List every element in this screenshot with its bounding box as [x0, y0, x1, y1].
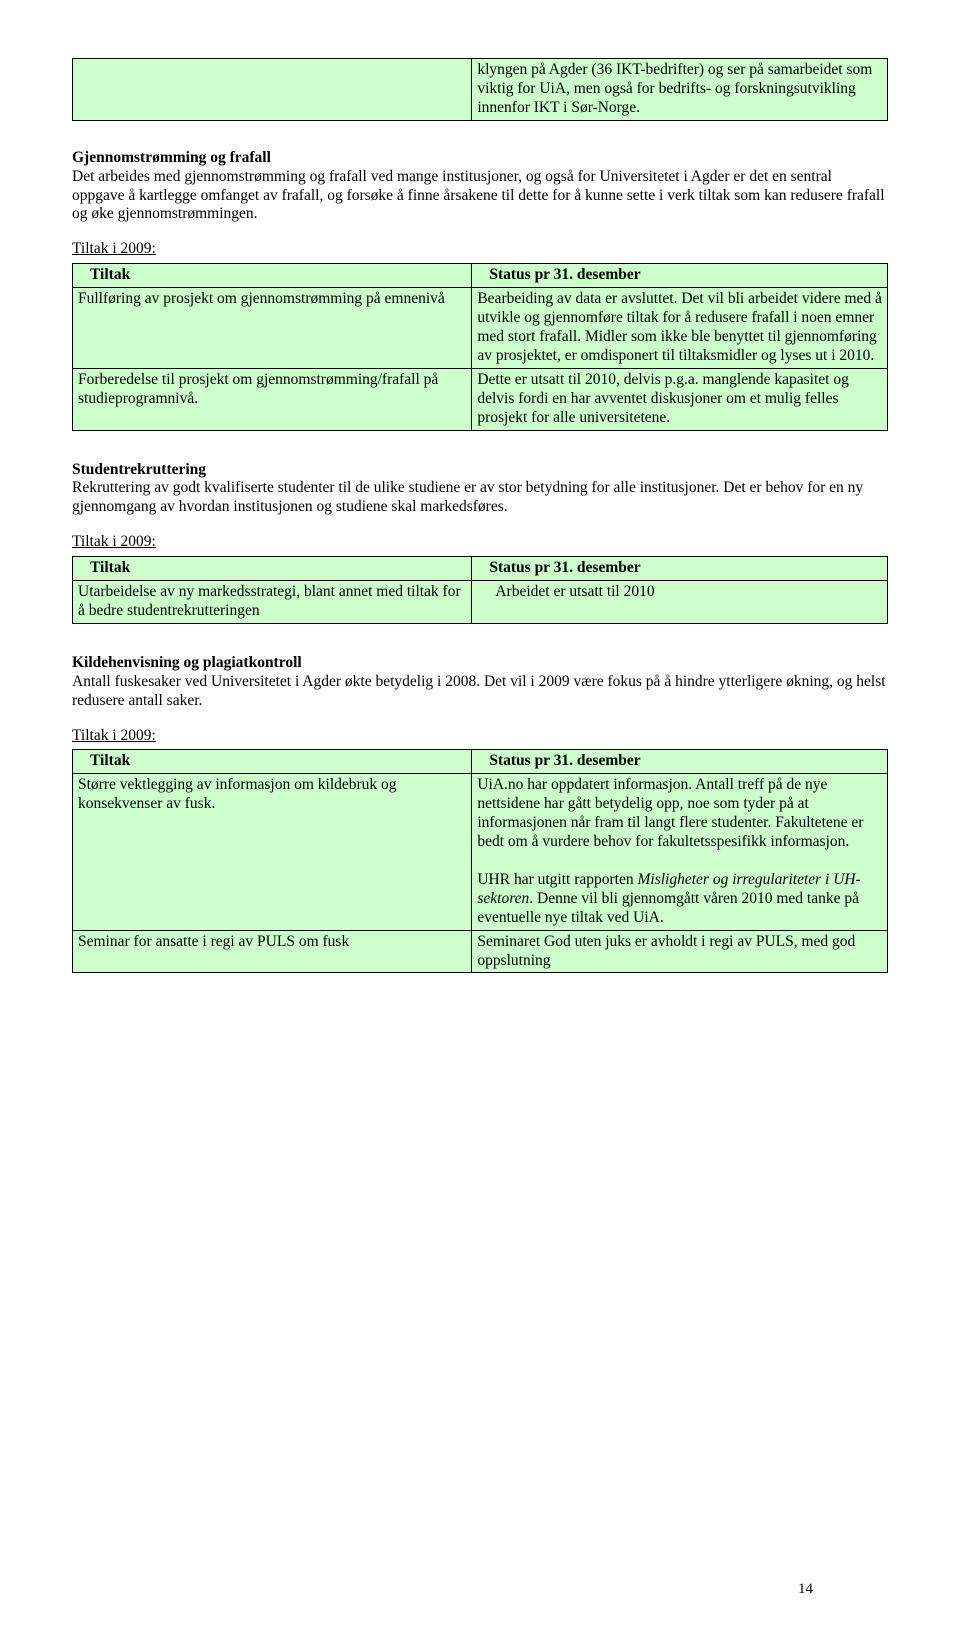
section1-table: Tiltak Status pr 31. desember Fullføring… — [72, 263, 888, 430]
section-heading: Studentrekruttering — [72, 461, 888, 480]
table-row: Fullføring av prosjekt om gjennomstrømmi… — [73, 288, 888, 369]
cell-right: klyngen på Agder (36 IKT-bedrifter) og s… — [472, 59, 888, 121]
table-header-row: Tiltak Status pr 31. desember — [73, 557, 888, 581]
cell-left — [73, 59, 472, 121]
table-header-status: Status pr 31. desember — [472, 264, 888, 288]
table-header-status: Status pr 31. desember — [472, 750, 888, 774]
tiltak-label: Tiltak i 2009: — [72, 240, 888, 259]
cell-left: Utarbeidelse av ny markedsstrategi, blan… — [73, 581, 472, 624]
table-header-row: Tiltak Status pr 31. desember — [73, 264, 888, 288]
section-body: Antall fuskesaker ved Universitetet i Ag… — [72, 673, 888, 711]
cell-right: UiA.no har oppdatert informasjon. Antall… — [472, 774, 888, 930]
cell-para1: UiA.no har oppdatert informasjon. Antall… — [477, 776, 863, 850]
cell-right: Arbeidet er utsatt til 2010 — [472, 581, 888, 624]
section-heading: Gjennomstrømming og frafall — [72, 149, 888, 168]
table-row: Større vektlegging av informasjon om kil… — [73, 774, 888, 930]
table-header-row: Tiltak Status pr 31. desember — [73, 750, 888, 774]
table-row: Forberedelse til prosjekt om gjennomstrø… — [73, 368, 888, 430]
table-header-tiltak: Tiltak — [73, 750, 472, 774]
table-row: klyngen på Agder (36 IKT-bedrifter) og s… — [73, 59, 888, 121]
cell-left: Fullføring av prosjekt om gjennomstrømmi… — [73, 288, 472, 369]
table-header-tiltak: Tiltak — [73, 557, 472, 581]
page-number: 14 — [798, 1580, 813, 1598]
cell-para2a: UHR har utgitt rapporten — [477, 871, 637, 888]
tiltak-label: Tiltak i 2009: — [72, 533, 888, 552]
cell-left: Større vektlegging av informasjon om kil… — [73, 774, 472, 930]
cell-right: Seminaret God uten juks er avholdt i reg… — [472, 930, 888, 973]
page: klyngen på Agder (36 IKT-bedrifter) og s… — [72, 58, 888, 1598]
section-body: Rekruttering av godt kvalifiserte studen… — [72, 479, 888, 517]
top-continuation-table: klyngen på Agder (36 IKT-bedrifter) og s… — [72, 58, 888, 121]
tiltak-label: Tiltak i 2009: — [72, 727, 888, 746]
section3-table: Tiltak Status pr 31. desember Større vek… — [72, 749, 888, 973]
cell-left: Seminar for ansatte i regi av PULS om fu… — [73, 930, 472, 973]
table-row: Utarbeidelse av ny markedsstrategi, blan… — [73, 581, 888, 624]
cell-right: Dette er utsatt til 2010, delvis p.g.a. … — [472, 368, 888, 430]
cell-para2b: . Denne vil bli gjennomgått våren 2010 m… — [477, 890, 859, 926]
section-heading: Kildehenvisning og plagiatkontroll — [72, 654, 888, 673]
cell-left: Forberedelse til prosjekt om gjennomstrø… — [73, 368, 472, 430]
table-header-status: Status pr 31. desember — [472, 557, 888, 581]
table-row: Seminar for ansatte i regi av PULS om fu… — [73, 930, 888, 973]
cell-right: Bearbeiding av data er avsluttet. Det vi… — [472, 288, 888, 369]
table-header-tiltak: Tiltak — [73, 264, 472, 288]
section-body: Det arbeides med gjennomstrømming og fra… — [72, 168, 888, 225]
section2-table: Tiltak Status pr 31. desember Utarbeidel… — [72, 556, 888, 624]
